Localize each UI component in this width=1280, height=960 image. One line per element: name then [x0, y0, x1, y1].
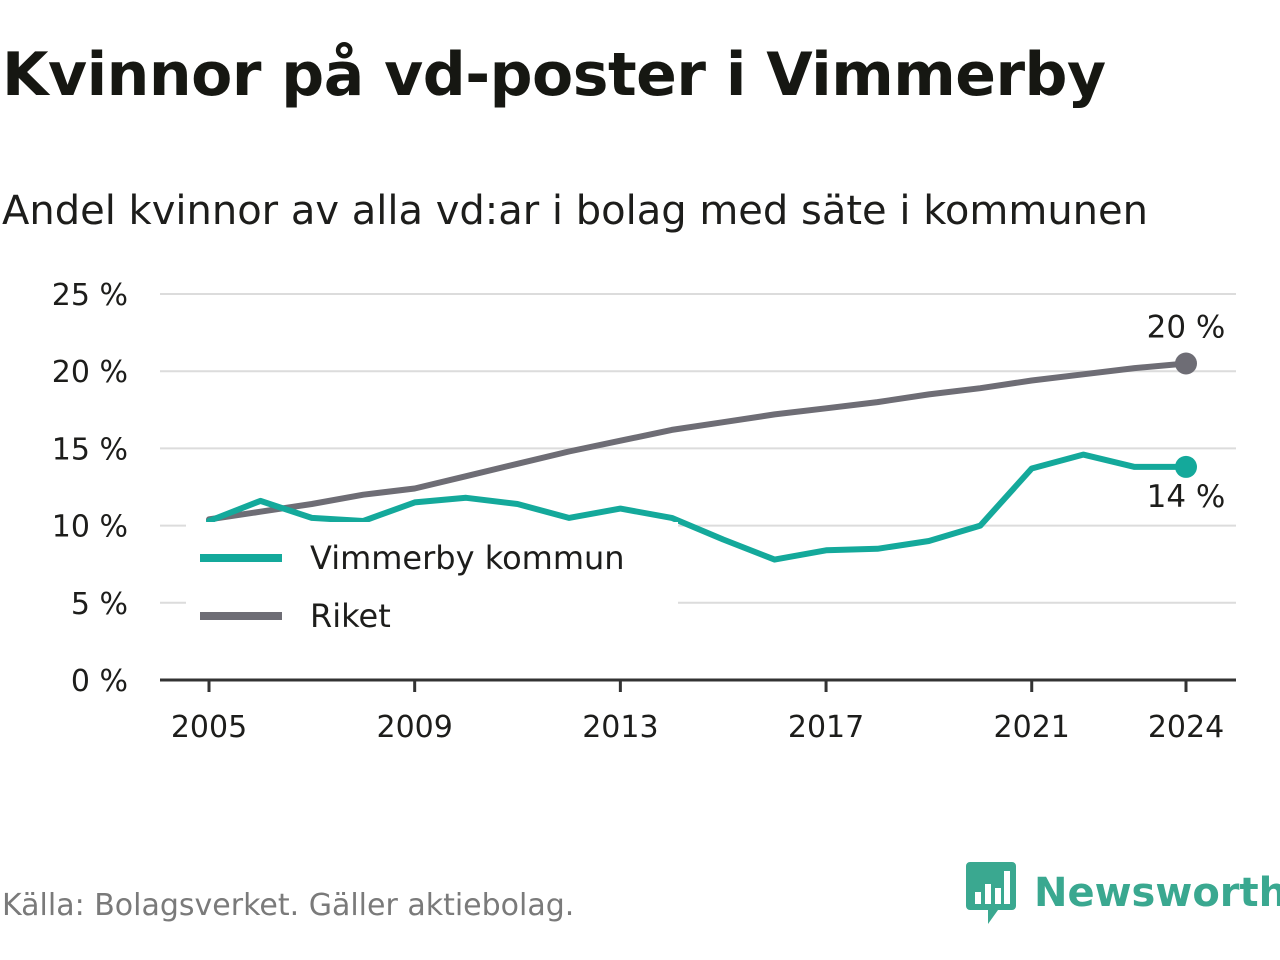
y-tick-label: 25 % — [52, 278, 128, 313]
y-axis-ticks: 0 % 5 % 10 % 15 % 20 % 25 % — [52, 278, 128, 699]
series-line — [206, 360, 1189, 523]
legend: Vimmerby kommun Riket — [186, 522, 678, 635]
series-end-point — [1175, 352, 1197, 375]
x-tick-label: 2013 — [582, 710, 658, 745]
x-axis: 2005 2009 2013 2017 2021 2024 — [160, 678, 1236, 745]
x-tick-label: 2005 — [171, 710, 247, 745]
x-tick-label: 2021 — [994, 710, 1070, 745]
y-tick-label: 20 % — [52, 355, 128, 390]
y-tick-label: 0 % — [71, 664, 128, 699]
series-lines — [206, 352, 1197, 563]
end-labels: 14 % 20 % — [1147, 309, 1226, 514]
chart-subtitle: Andel kvinnor av alla vd:ar i bolag med … — [2, 188, 1148, 234]
x-tick-label: 2024 — [1148, 710, 1224, 745]
series-end-point — [1175, 455, 1197, 478]
bar-chart-speech-bubble-icon — [966, 862, 1016, 924]
y-tick-label: 5 % — [71, 587, 128, 622]
end-value-label: 14 % — [1147, 479, 1226, 515]
end-value-label: 20 % — [1147, 309, 1226, 345]
legend-label: Riket — [310, 597, 391, 635]
x-tick-label: 2017 — [788, 710, 864, 745]
y-tick-label: 10 % — [52, 510, 128, 545]
y-tick-label: 15 % — [52, 432, 128, 467]
source-note: Källa: Bolagsverket. Gäller aktiebolag. — [2, 888, 575, 923]
x-tick-label: 2009 — [377, 710, 453, 745]
legend-background — [186, 522, 678, 604]
brand-logo: Newsworthy — [966, 862, 1280, 924]
series-line — [206, 451, 1189, 563]
brand-name: Newsworthy — [1034, 870, 1280, 916]
chart-title: Kvinnor på vd-poster i Vimmerby — [2, 40, 1106, 110]
line-chart: 0 %5 %10 %15 %20 %25 % 2005 2009 2013 2017 2… — [52, 278, 1236, 745]
legend-label: Vimmerby kommun — [310, 539, 625, 577]
